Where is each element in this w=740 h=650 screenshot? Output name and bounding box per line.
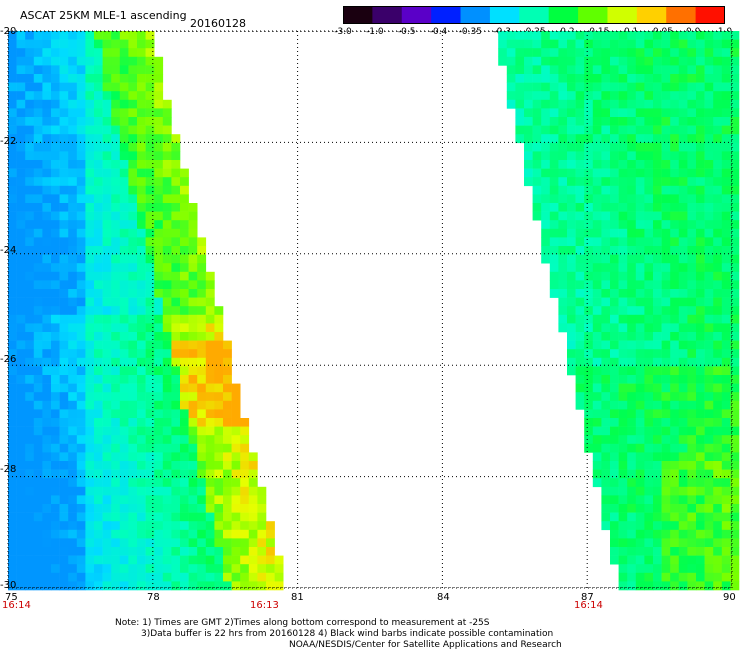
x-tick-label: 81 (291, 592, 304, 603)
colorbar-label: -0.5 (397, 27, 416, 37)
colorbar-label: -0.4 (429, 27, 448, 37)
colorbar-segment (431, 6, 462, 24)
colorbar-segment (607, 6, 638, 24)
colorbar-segment (548, 6, 579, 24)
colorbar-segment (666, 6, 697, 24)
colorbar-label: -1.0 (366, 27, 384, 37)
colorbar-segment (401, 6, 432, 24)
x-tick-label: 87 (581, 592, 594, 603)
colorbar-segment (695, 6, 725, 24)
time-label: 16:13 (250, 600, 279, 611)
colorbar-segment (489, 6, 520, 24)
colorbar-segment (578, 6, 608, 24)
x-tick-label: 75 (5, 592, 18, 603)
time-label: 16:14 (574, 600, 603, 611)
colorbar-label: -0.35 (458, 27, 482, 37)
y-tick-label: -30 (0, 580, 17, 591)
y-tick-label: -20 (0, 26, 17, 37)
y-tick-label: -26 (0, 354, 17, 365)
note-line: 3)Data buffer is 22 hrs from 20160128 4)… (141, 629, 554, 639)
wind-field (8, 31, 740, 591)
colorbar-segment (460, 6, 491, 24)
colorbar-segment (372, 6, 403, 24)
credit-line: NOAA/NESDIS/Center for Satellite Applica… (289, 640, 562, 650)
x-tick-label: 84 (437, 592, 450, 603)
colorbar-segment (343, 6, 373, 24)
colorbar (343, 6, 725, 24)
x-tick-label: 90 (723, 592, 736, 603)
y-tick-label: -24 (0, 245, 17, 256)
x-tick-label: 78 (147, 592, 160, 603)
map-date: 20160128 (190, 17, 246, 30)
map-title: ASCAT 25KM MLE-1 ascending (20, 9, 187, 22)
colorbar-label: -3.0 (334, 27, 352, 37)
y-tick-label: -28 (0, 464, 17, 475)
graticule (7, 30, 733, 589)
colorbar-segment (636, 6, 667, 24)
swath-plot (7, 30, 740, 591)
y-tick-label: -22 (0, 136, 17, 147)
note-line: Note: 1) Times are GMT 2)Times along bot… (115, 618, 490, 628)
time-label: 16:14 (2, 600, 31, 611)
colorbar-segment (519, 6, 550, 24)
